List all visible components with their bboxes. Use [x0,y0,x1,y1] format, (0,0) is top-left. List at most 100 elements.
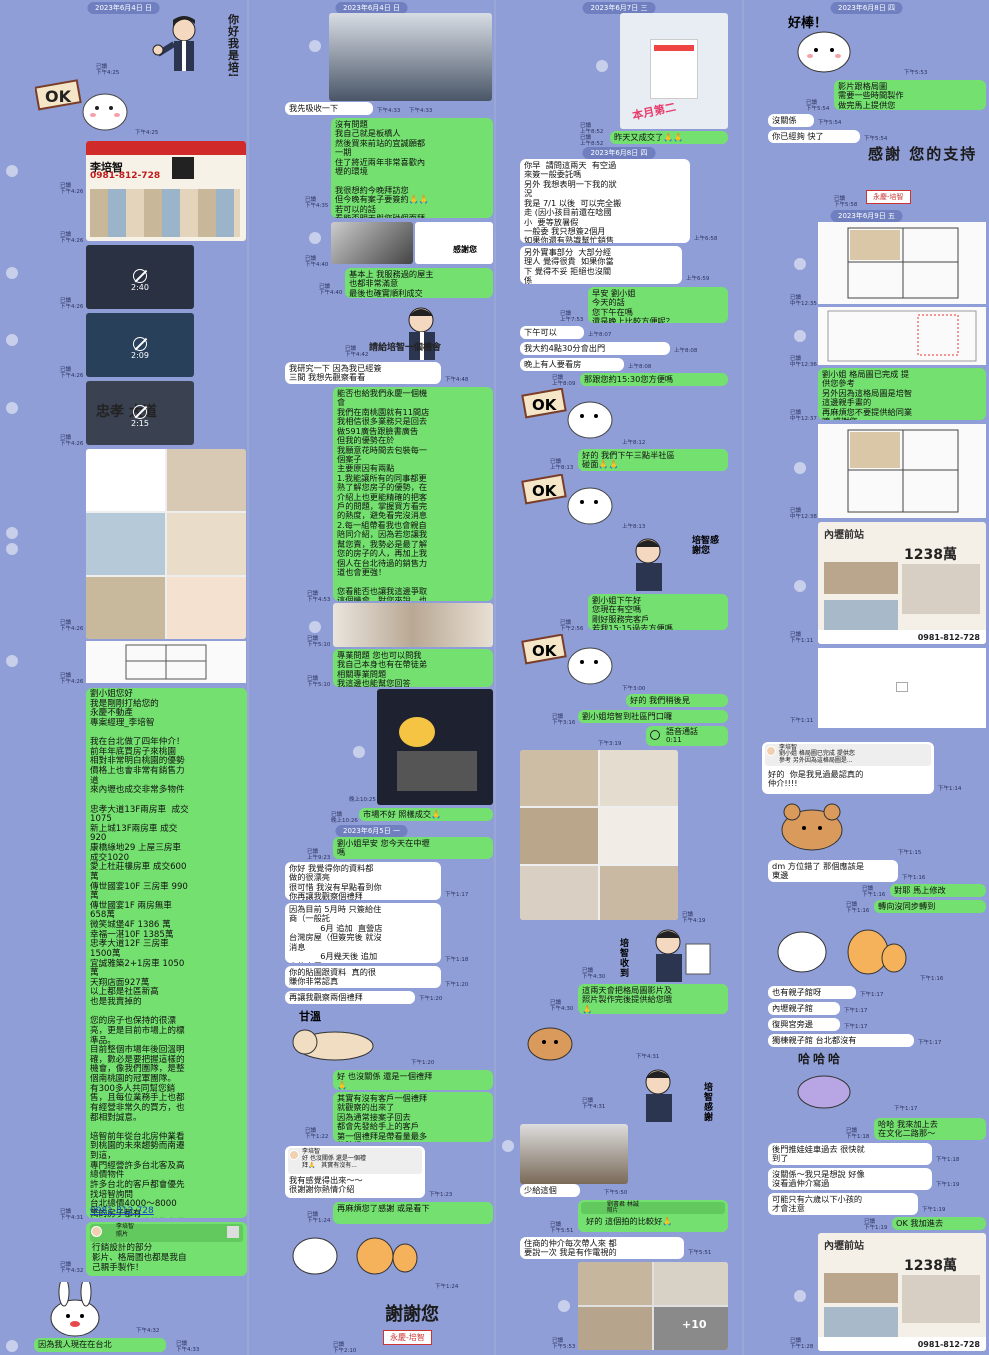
message: 你已經夠 快了 [768,130,860,143]
play-icon [133,269,147,284]
timestamp: 下午4:48 [445,377,469,383]
listing-card-1[interactable]: 內壢前站 1238萬 0981-812-728 [818,522,986,644]
message: 其實有沒有客戶一個禮拜 就觀察的出來了 因為通常接案子回去 都會先發給手上的客戶… [333,1092,493,1142]
image-placeholder[interactable] [818,648,986,728]
listing-card-2[interactable]: 內壢前站 1238萬 0981-812-728 [818,1233,986,1351]
reply-quote[interactable]: 劉書君 林誠 照片 [581,1201,725,1214]
share-icon[interactable] [502,1140,514,1152]
timestamp: 下午3:00 [622,686,646,692]
share-icon[interactable] [6,527,18,539]
message: 你好 我覺得你的資料都 做的很漂亮 很可惜 我沒有早點看到你 你再讓我觀察個禮拜 [285,862,441,900]
reply-quote[interactable]: 李培智 照片 [90,1223,243,1242]
timestamp: 已讀 上午8:52 [580,123,604,136]
floorplan-image-2[interactable] [818,307,986,365]
share-icon[interactable] [794,258,806,270]
timestamp: 已讀 下午3:16 [552,714,576,727]
reply-message: 劉書君 林誠 照片 好的 這個拍的比較好🙏 [578,1200,728,1232]
share-icon[interactable] [309,232,321,244]
screenshot-phone[interactable] [377,689,493,805]
message: 我大約4點30分會出門 [520,342,670,355]
card-price: 1238萬 [904,1258,957,1274]
image-grid[interactable] [86,449,246,639]
reply-author: 劉書君 林誠 [607,1201,639,1208]
share-icon[interactable] [6,402,18,414]
share-icon[interactable] [794,1290,806,1302]
timestamp: 下午5:54 [818,120,842,126]
message: 少給這個 [520,1184,580,1197]
play-icon [133,337,147,352]
photo-room[interactable] [520,1124,628,1184]
photo[interactable] [331,222,413,264]
video-message-1[interactable]: 2:40 [86,245,194,309]
phone-icon [650,730,660,740]
timestamp: 已讀 下午4:19 [682,912,706,925]
reply-quote-text: 照片 [607,1208,619,1214]
timestamp: 下午1:17 [894,1106,918,1112]
timestamp: 已讀 晚上10:26 [331,812,358,825]
chat-column-2: 2023年6月4日 日 下午4:33 我先吸收一下 下午4:33 沒有問題 我自… [249,0,494,1355]
message: 另外實事部分 大部分經 理人 覺得很貴 如果你當 下 覺得不妥 拒絕也沒關 係 [520,246,682,284]
svg-text:OK: OK [532,396,558,414]
flyer-image[interactable]: 李培智 0981-812-728 [86,141,246,241]
video-message-3[interactable]: 忠孝 大道 2:15 [86,381,194,445]
sticker-thanks: 培智感謝您 [608,533,728,591]
share-icon[interactable] [353,746,365,758]
share-icon[interactable] [596,60,608,72]
share-icon[interactable] [309,40,321,52]
photo-grid-apartment[interactable] [520,750,678,920]
share-icon[interactable] [6,655,18,667]
date-separator: 2023年6月9日 五 [830,210,903,222]
message: 復興宮旁邊 [768,1018,840,1031]
timestamp: 已讀 下午5:53 [552,1338,576,1351]
share-icon[interactable] [558,1300,570,1312]
floorplan-image-3[interactable] [818,424,986,518]
message: OK 我加進去 [892,1217,986,1230]
sticker-hello: 你好 我是培智 [118,14,247,76]
share-icon[interactable] [6,267,18,279]
timestamp: 下午1:20 [411,1060,435,1066]
timestamp: 已讀 下午4:25 [96,64,120,77]
sticker-received: 培智收到 [608,924,728,982]
share-icon[interactable] [309,621,321,633]
timestamp: 已讀 下午1:28 [790,1338,814,1351]
share-icon[interactable] [6,165,18,177]
reply-text: 行銷設計的部分 影片、格局圖也都是我自 己親手製作！ [92,1243,187,1273]
share-icon[interactable] [794,580,806,592]
message: 因為我人現在在台北 [34,1338,166,1352]
share-icon[interactable] [6,1340,18,1352]
timestamp: 已讀 下午4:26 [60,232,84,245]
timestamp: 已讀 下午5:10 [307,636,331,649]
timestamp: 已讀 下午5:54 [806,100,830,113]
message: 影片跟格局圖 需要一些時間製作 做完馬上提供您 [834,80,986,110]
date-separator: 2023年6月4日 日 [335,2,408,14]
sticker-text: 培智收到 [620,939,630,979]
floorplan-image-1[interactable] [818,222,986,304]
photo-seminar[interactable] [329,13,492,101]
timestamp: 下午4:33 [409,108,433,114]
share-icon[interactable] [6,543,18,555]
card-title: 內壢前站 [824,1241,864,1252]
timestamp: 已讀 下午1:19 [864,1219,888,1232]
timestamp: 下午1:17 [844,1024,868,1030]
screenshot-deal[interactable]: 本月第二 [620,13,728,129]
message-long-intro: 劉小姐您好 我是剛剛打給您的 永慶不動產 專案經理_李培智 我在台北做了四年仲介… [86,688,247,1218]
timestamp: 上午8:07 [588,332,612,338]
photo-caption: 本月第二 [631,100,677,123]
timestamp: 下午1:16 [920,976,944,982]
message: 再麻煩您了感謝 或是看下 [333,1202,493,1224]
reply-quote[interactable]: 李培智 好 也沒關係 還是一個禮 拜🙏 其實有沒有... [288,1148,422,1174]
photo-grid-rooms[interactable]: +10 [578,1262,728,1350]
photo-team[interactable] [333,603,493,647]
floorplan-image[interactable] [86,641,246,683]
video-message-2[interactable]: 2:09 [86,313,194,377]
voice-call[interactable]: 語音通話 0:11 [646,726,728,746]
message: 下午可以 [520,326,584,339]
phone-link[interactable]: 0981-812-728 [90,1206,154,1216]
share-icon[interactable] [794,462,806,474]
reply-quote[interactable]: 李培智 劉小姐 格局圖已完成 提供您 參考 另外因為這格局圖是... [765,744,931,766]
timestamp: 下午1:18 [445,957,469,963]
timestamp: 已讀 下午1:11 [790,632,814,645]
reply-message: 李培智 好 也沒關係 還是一個禮 拜🙏 其實有沒有... 我有感覺得出來～～ 很… [285,1146,425,1198]
share-icon[interactable] [6,334,18,346]
share-icon[interactable] [794,330,806,342]
